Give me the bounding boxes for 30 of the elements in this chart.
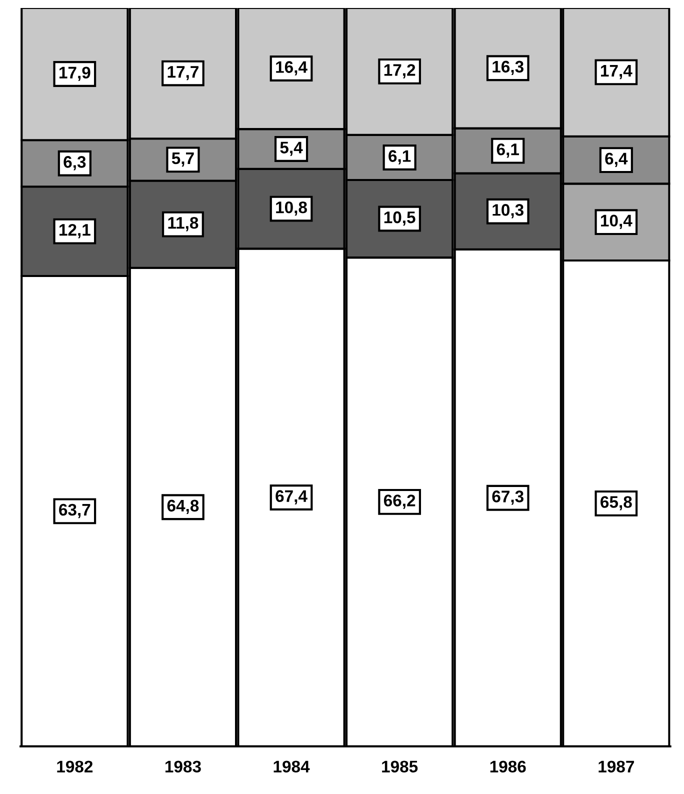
data-label: 67,4 — [276, 490, 308, 504]
x-tick-label: 1984 — [274, 760, 310, 772]
data-label: 12,1 — [60, 224, 90, 238]
x-tick-label: 1987 — [598, 760, 634, 772]
data-label: 6,3 — [64, 156, 86, 170]
data-label: 64,8 — [167, 500, 199, 514]
x-tick-label: 1985 — [382, 760, 418, 772]
data-label: 11,8 — [168, 216, 198, 232]
data-label: 17,4 — [601, 65, 632, 80]
data-label: 16,4 — [276, 61, 308, 76]
data-label: 66,2 — [384, 494, 416, 509]
data-label: 16,3 — [492, 60, 524, 76]
data-label: 5,4 — [280, 142, 303, 156]
data-label: 10,4 — [601, 214, 632, 229]
data-label: 6,1 — [388, 150, 411, 164]
x-tick-label: 1982 — [57, 760, 93, 772]
data-label: 10,5 — [384, 211, 416, 226]
data-label: 5,7 — [172, 152, 194, 167]
data-label: 17,7 — [168, 66, 198, 80]
x-tick-label: 1986 — [490, 760, 526, 772]
data-label: 6,4 — [605, 152, 628, 167]
data-label: 17,2 — [384, 64, 416, 78]
data-label: 10,3 — [492, 204, 524, 218]
data-label: 67,3 — [492, 490, 524, 505]
data-label: 63,7 — [59, 504, 90, 518]
x-tick-label: 1983 — [165, 760, 201, 773]
data-label: 17,9 — [60, 66, 90, 81]
data-label: 10,8 — [276, 201, 307, 216]
data-label: 65,8 — [600, 496, 632, 510]
data-label: 6,1 — [496, 143, 519, 158]
